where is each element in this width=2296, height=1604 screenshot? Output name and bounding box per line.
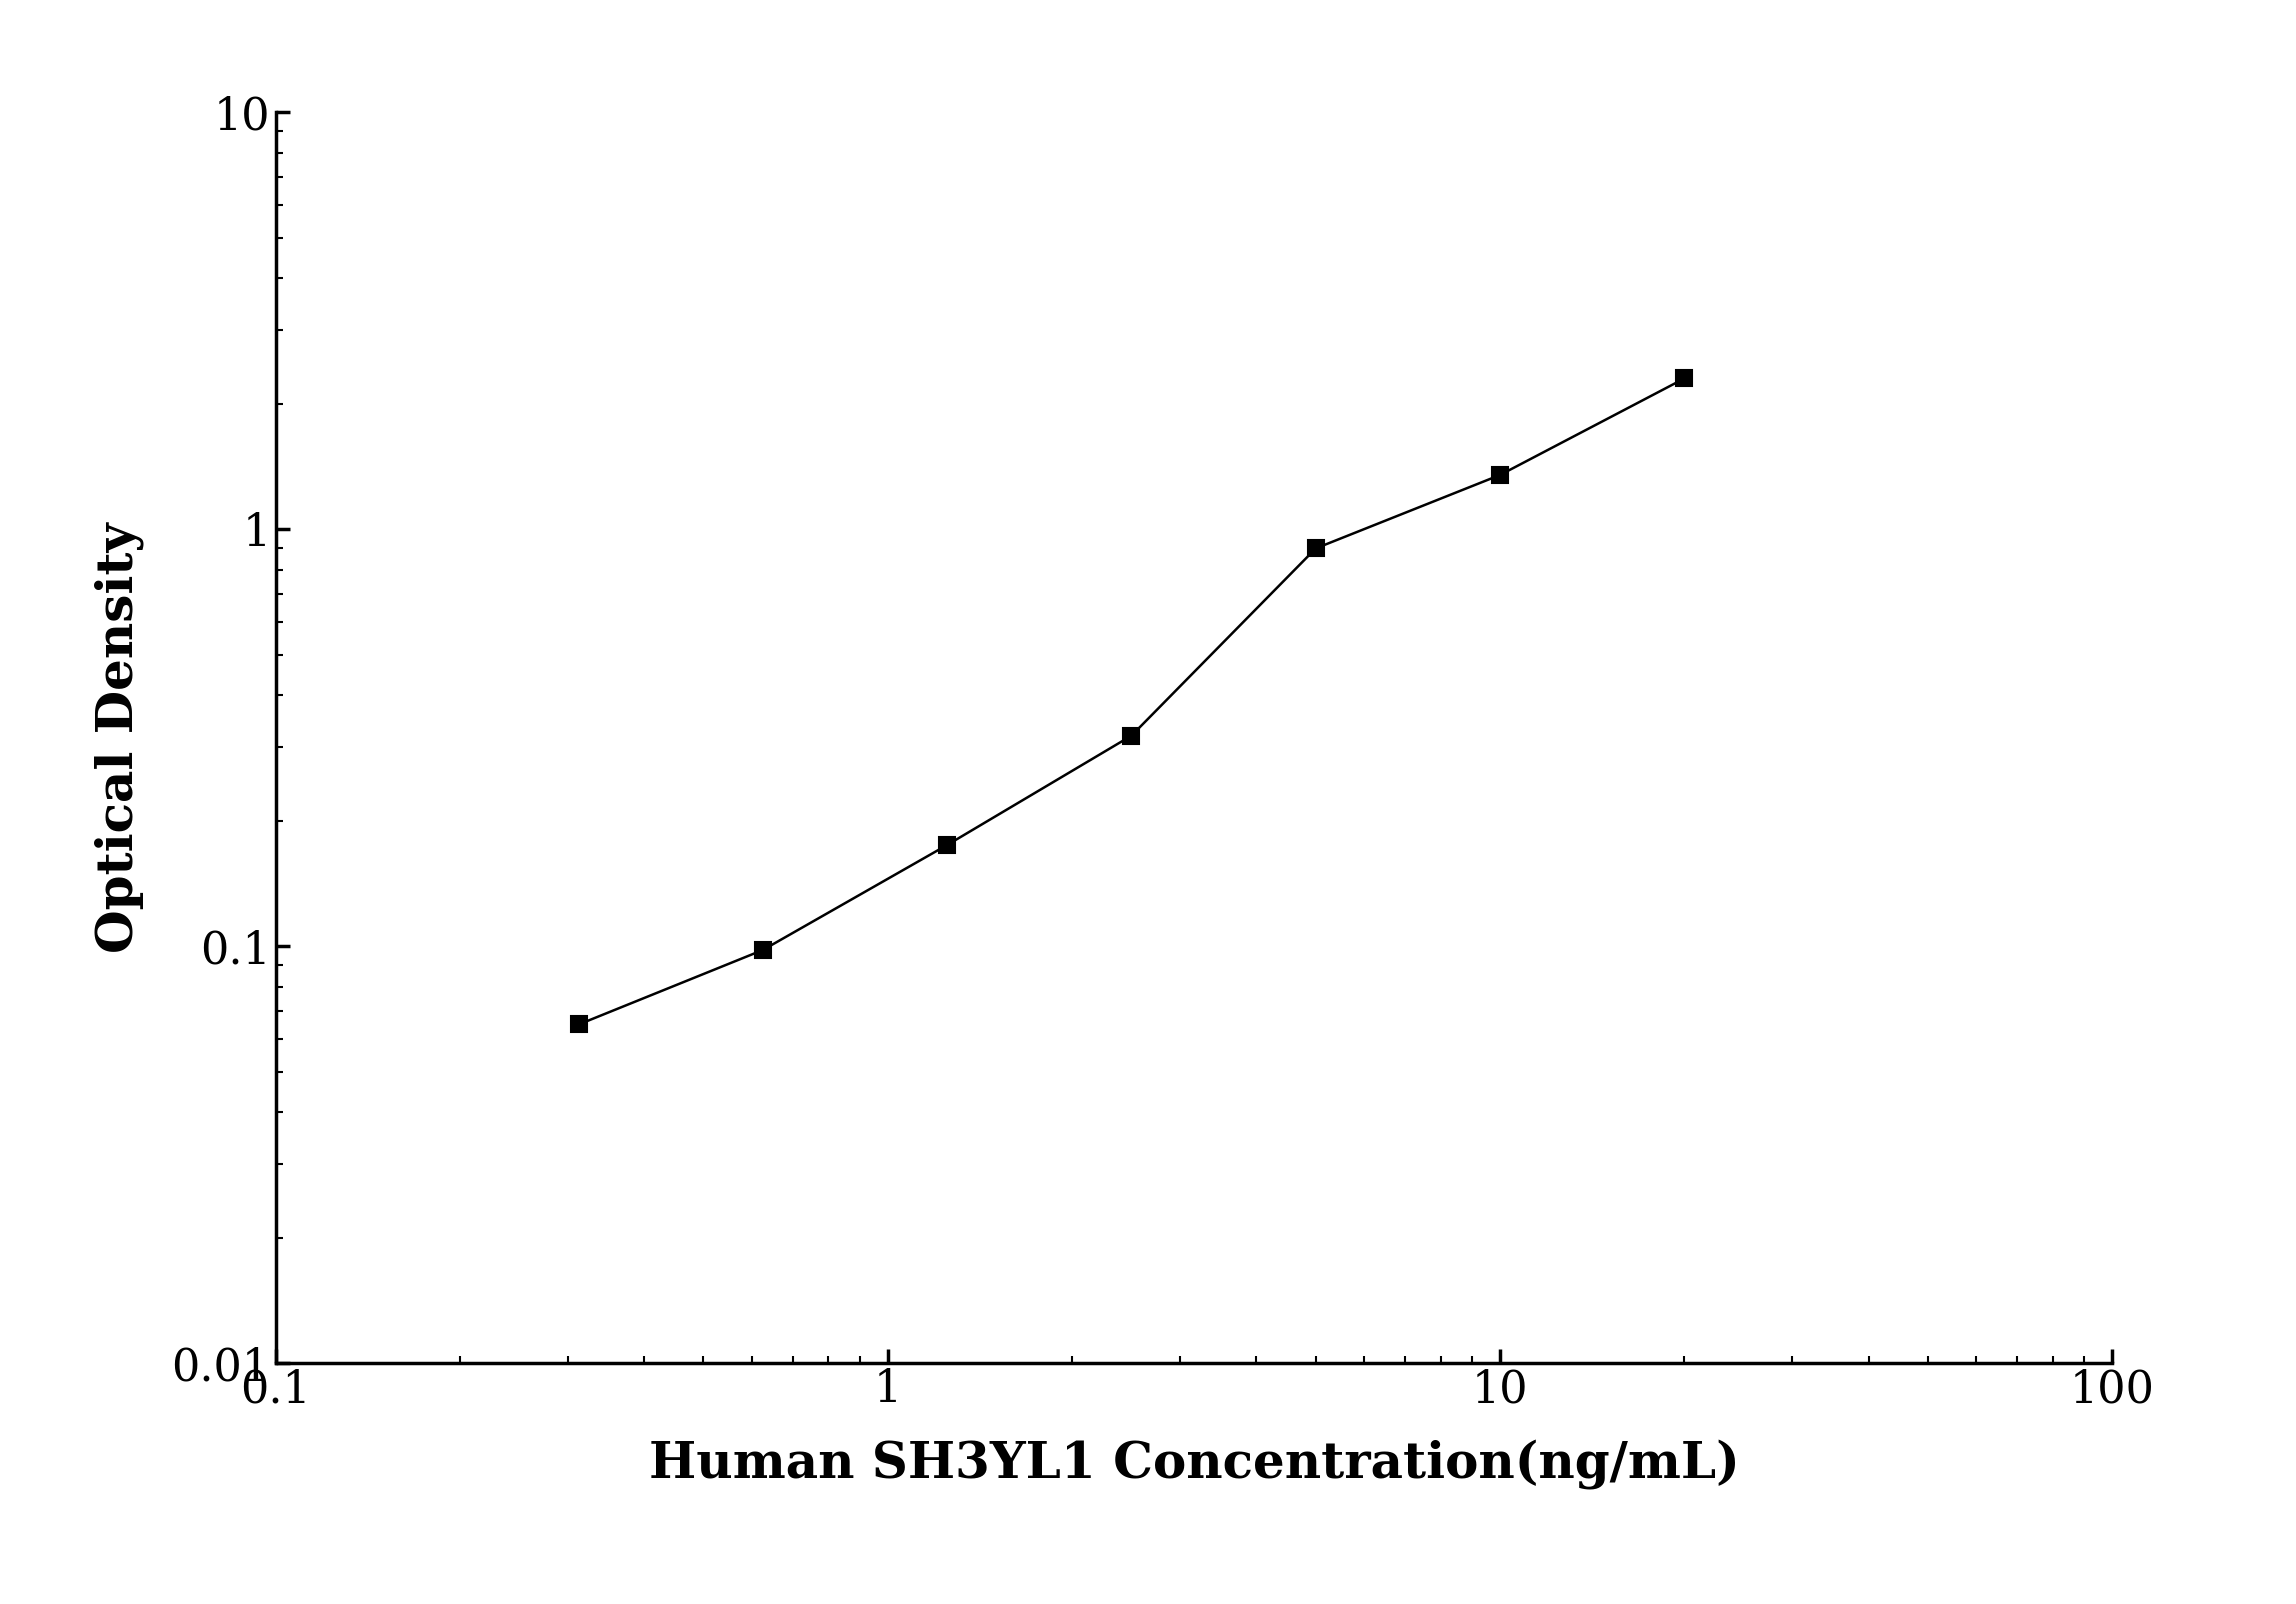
Y-axis label: Optical Density: Optical Density: [94, 523, 145, 953]
X-axis label: Human SH3YL1 Concentration(ng/mL): Human SH3YL1 Concentration(ng/mL): [647, 1439, 1740, 1489]
